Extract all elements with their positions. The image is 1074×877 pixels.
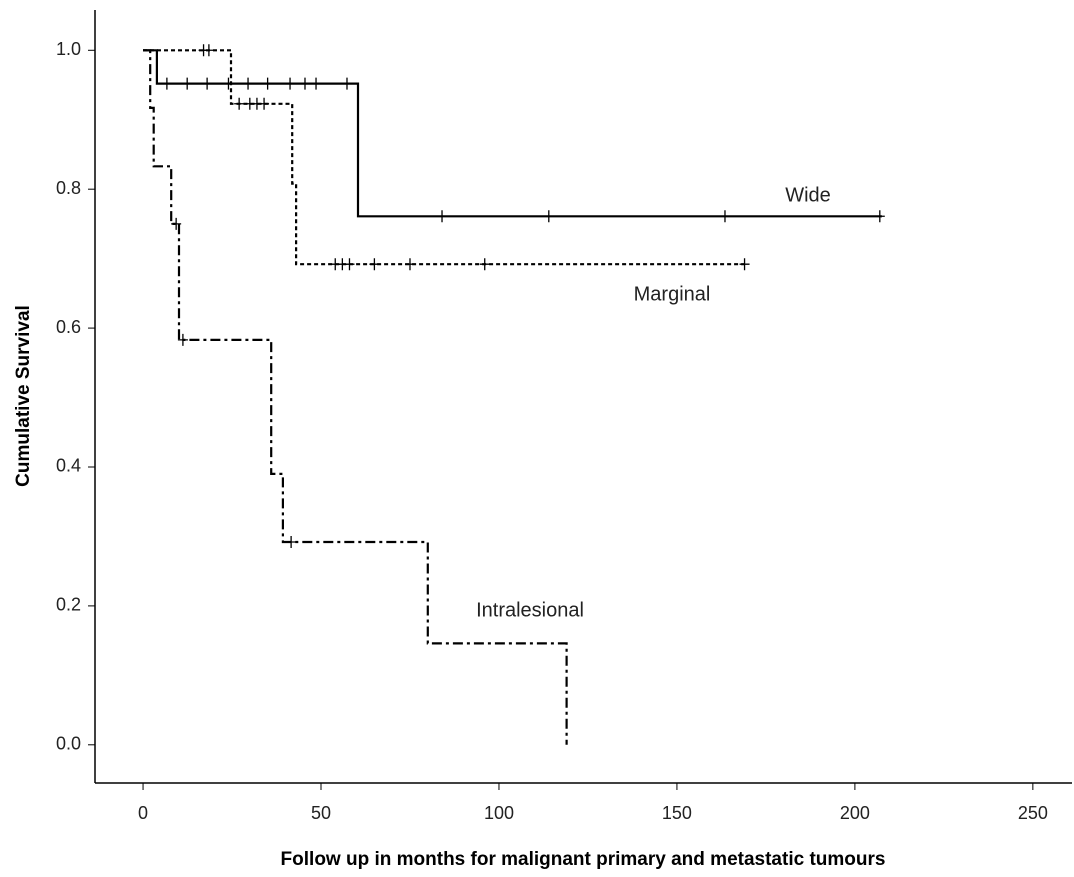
censor-mark <box>286 536 297 549</box>
censor-mark <box>161 77 172 90</box>
x-tick-label: 50 <box>311 803 331 823</box>
censor-mark <box>234 97 245 110</box>
x-tick-label: 150 <box>662 803 692 823</box>
censor-mark <box>479 258 490 271</box>
y-tick-label: 0.6 <box>56 317 81 337</box>
censor-mark <box>739 258 750 271</box>
censor-mark <box>299 77 310 90</box>
y-axis-title: Cumulative Survival <box>13 305 34 487</box>
survival-curve <box>143 49 745 266</box>
series-label: Wide <box>785 184 831 206</box>
censor-mark <box>719 210 730 223</box>
x-tick-label: 0 <box>138 803 148 823</box>
x-tick-label: 100 <box>484 803 514 823</box>
series-label: Intralesional <box>476 599 584 621</box>
survival-curve <box>143 49 882 218</box>
y-tick-label: 0.0 <box>56 734 81 754</box>
y-tick-label: 1.0 <box>56 39 81 59</box>
censor-mark <box>262 77 273 90</box>
y-tick-label: 0.4 <box>56 456 81 476</box>
series-label: Marginal <box>634 283 711 305</box>
censor-mark <box>203 44 214 57</box>
censor-mark <box>177 333 188 346</box>
censor-mark <box>259 97 270 110</box>
censor-mark <box>311 77 322 90</box>
censor-mark <box>202 77 213 90</box>
y-tick-label: 0.2 <box>56 595 81 615</box>
censor-mark <box>344 258 355 271</box>
censor-mark <box>437 210 448 223</box>
censor-mark <box>369 258 380 271</box>
censor-mark <box>543 210 554 223</box>
x-tick-label: 250 <box>1018 803 1048 823</box>
y-tick-label: 0.8 <box>56 178 81 198</box>
censor-mark <box>341 77 352 90</box>
censor-mark <box>404 258 415 271</box>
censor-mark <box>285 77 296 90</box>
censor-mark <box>874 210 885 223</box>
x-tick-label: 200 <box>840 803 870 823</box>
censor-mark <box>182 77 193 90</box>
censor-mark <box>243 77 254 90</box>
survival-curve <box>143 49 568 745</box>
censor-mark <box>171 217 182 230</box>
x-axis-title: Follow up in months for malignant primar… <box>281 849 886 870</box>
